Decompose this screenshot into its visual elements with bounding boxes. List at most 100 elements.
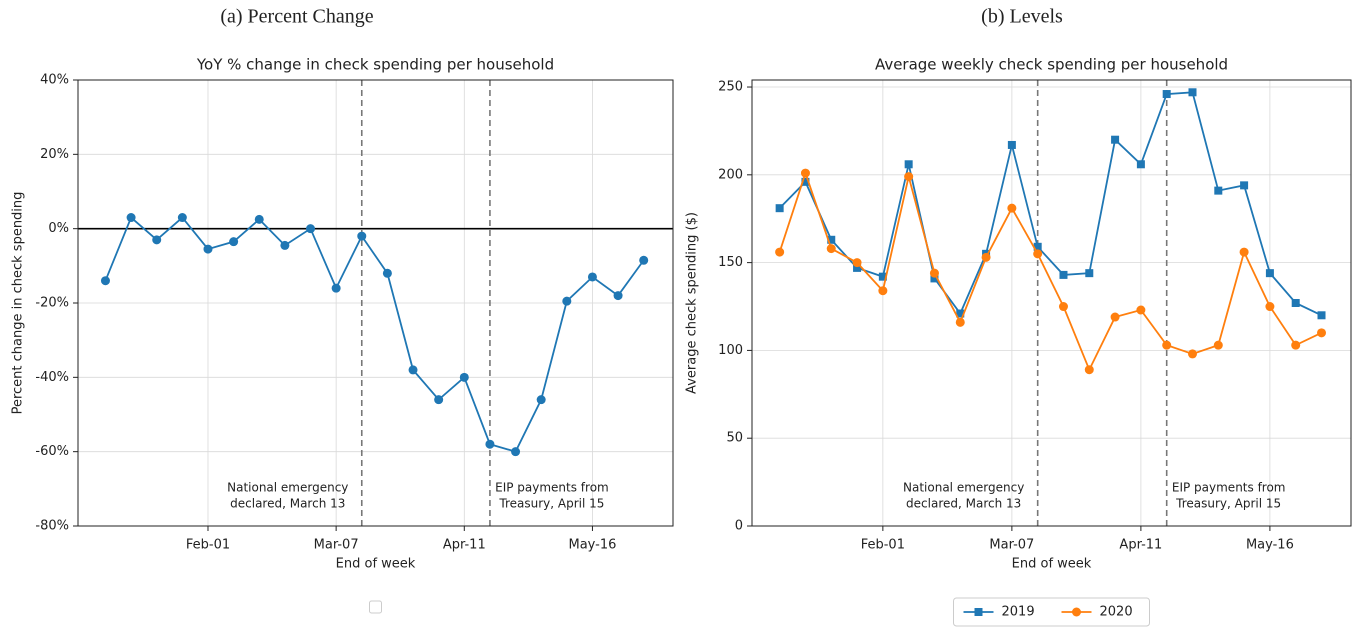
x-tick-label: Apr-11 [443,538,486,553]
marker [1007,203,1017,213]
chart-title: Average weekly check spending per househ… [875,56,1228,74]
marker [1188,88,1197,97]
marker [1291,340,1301,350]
marker [1058,302,1068,312]
y-tick-label: 0 [735,519,743,534]
marker [904,160,913,169]
series-line [104,216,645,453]
marker [929,268,939,278]
annotation: declared, March 13 [230,497,345,511]
marker [485,439,495,449]
y-tick-label: -60% [35,444,69,459]
marker [408,365,418,375]
marker [280,240,290,250]
y-tick-label: -40% [35,370,69,385]
marker [1317,311,1326,320]
series-line [779,91,1322,317]
marker [1213,340,1223,350]
marker [511,447,521,457]
x-axis-label: End of week [336,557,416,572]
panel-title: (b) Levels [981,6,1063,28]
marker [904,172,914,182]
plot-frame [77,79,674,527]
y-tick-label: 50 [726,431,743,446]
x-tick-label: May-16 [1246,538,1294,553]
y-axis-label: Average check spending ($) [685,212,700,394]
x-tick-label: Feb-01 [186,538,230,553]
x-tick-label: May-16 [569,538,617,553]
plot-frame [751,79,1352,527]
marker [1265,302,1275,312]
marker [1111,135,1120,144]
legend-marker [1072,607,1081,617]
annotation: EIP payments from [1172,481,1286,495]
marker [930,274,939,283]
marker [1240,181,1249,190]
x-tick-label: Mar-07 [989,538,1034,553]
marker [562,296,572,306]
marker [1265,269,1274,278]
legend-label: 2020 [1100,605,1133,620]
marker [878,272,887,281]
legend-marker [974,608,983,616]
marker [331,283,341,293]
annotation: Treasury, April 15 [498,497,604,511]
marker [306,224,316,234]
marker [956,309,965,318]
marker [126,213,136,223]
marker [1214,186,1223,195]
y-tick-label: -20% [35,296,69,311]
marker [1033,242,1042,251]
x-tick-label: Feb-01 [861,538,905,553]
x-axis-label: End of week [1012,557,1092,572]
legend-label: 2019 [1002,605,1035,620]
marker [853,263,862,272]
marker [1136,160,1145,169]
x-tick-label: Mar-07 [314,538,359,553]
marker [1085,269,1094,278]
y-tick-label: 20% [40,147,69,162]
marker [1084,365,1094,375]
marker [177,213,187,223]
marker [1162,340,1172,350]
y-tick-label: 250 [718,80,743,95]
marker [434,395,444,405]
marker [587,272,597,282]
y-tick-label: 200 [718,167,743,182]
y-tick-label: 150 [718,255,743,270]
series-line [778,170,1322,372]
legend [953,597,1150,627]
y-tick-label: 100 [718,343,743,358]
marker [152,235,162,245]
chart-title: YoY % change in check spending per house… [196,56,554,74]
y-tick-label: 40% [40,73,69,88]
marker [955,317,965,327]
marker [878,286,888,296]
marker [1059,270,1068,279]
annotation: Treasury, April 15 [1175,497,1281,511]
marker [775,247,785,257]
marker [800,168,810,178]
y-axis-label: Percent change in check spending [11,192,26,415]
marker [827,235,836,244]
x-tick-label: Apr-11 [1119,538,1162,553]
marker [826,244,836,254]
marker [1007,140,1016,149]
marker [1187,349,1197,359]
marker [1317,328,1327,338]
marker [459,372,469,382]
marker [254,214,264,224]
marker [536,395,546,405]
marker [229,237,239,247]
panel-title: (a) Percent Change [220,6,373,28]
marker [1033,249,1043,259]
annotation: EIP payments from [495,481,609,495]
y-tick-label: -80% [35,519,69,534]
marker [1162,90,1171,99]
marker [100,276,110,286]
marker [203,244,213,254]
annotation: National emergency [227,481,348,495]
marker [1291,299,1300,307]
legend [369,600,382,614]
marker [1239,247,1249,257]
